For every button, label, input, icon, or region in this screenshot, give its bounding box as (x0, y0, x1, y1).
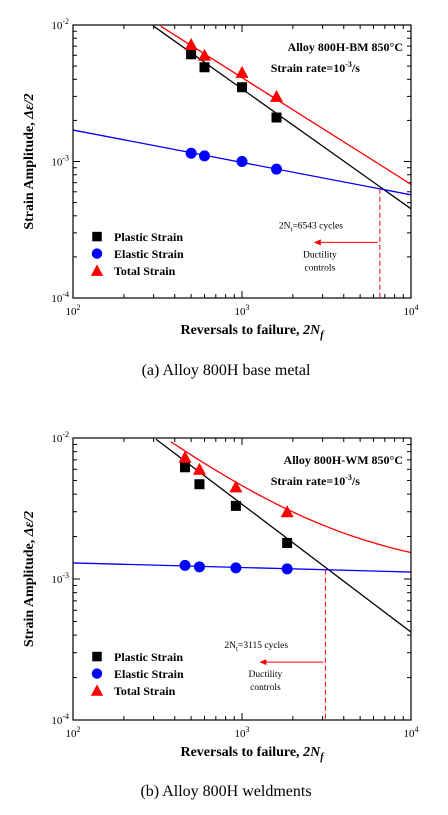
point-plastic-strain (282, 538, 293, 549)
caption: (b) Alloy 800H weldments (140, 783, 311, 800)
legend-marker-elastic-strain (91, 668, 103, 679)
ductility-label: Ductility (303, 250, 337, 260)
legend-label: Elastic Strain (114, 667, 184, 681)
fit-line-elastic-strain (73, 562, 411, 573)
point-plastic-strain (230, 500, 241, 511)
x-tick-label: 102 (66, 725, 81, 740)
y-tick-label: 10-4 (51, 712, 69, 727)
x-tick-label: 104 (404, 725, 419, 740)
legend-marker-total-strain (90, 684, 104, 696)
fit-line-plastic-strain (155, 438, 411, 633)
point-plastic-strain (237, 82, 247, 93)
point-total-strain (178, 450, 192, 463)
cycles-label: 2Nt=6543 cycles (279, 221, 343, 233)
ductility-arrow-head (313, 239, 321, 246)
ductility-label: controls (250, 683, 281, 693)
annotation-strain-rate: Strain rate=10-3/s (271, 473, 361, 488)
axis-ticks (72, 438, 411, 721)
point-elastic-strain (199, 150, 211, 162)
legend-marker-total-strain (90, 264, 104, 276)
point-total-strain (269, 89, 283, 102)
cycles-label: 2Nt=3115 cycles (224, 641, 288, 653)
point-elastic-strain (230, 562, 242, 574)
legend: Plastic Strain Elastic Strain Total Strain (90, 650, 184, 698)
x-tick-label: 103 (235, 303, 250, 318)
legend: Plastic Strain Elastic Strain Total Strain (90, 230, 184, 278)
x-axis-label: Reversals to failure, 2Nf (180, 745, 325, 763)
point-plastic-strain (180, 462, 191, 473)
x-axis-label: Reversals to failure, 2Nf (180, 323, 325, 341)
legend-marker-plastic-strain (92, 231, 102, 242)
ductility-label: Ductility (249, 670, 283, 680)
point-total-strain (184, 37, 198, 50)
y-axis-label: Strain Amplitude, Δε/2 (22, 511, 37, 647)
point-total-strain (280, 505, 294, 518)
fit-line-plastic-strain (153, 25, 411, 210)
legend-label: Plastic Strain (114, 230, 183, 244)
legend-label: Total Strain (114, 264, 176, 278)
y-tick-label: 10-2 (51, 430, 69, 445)
annotation-title: Alloy 800H-WM 850°C (284, 453, 403, 467)
point-plastic-strain (271, 112, 282, 123)
y-tick-label: 10-3 (51, 571, 69, 586)
chart-weldments: 102 103 104 10-4 10-3 10-2 Reversals to failur… (22, 430, 419, 800)
point-elastic-strain (185, 147, 197, 159)
y-tick-label: 10-4 (51, 290, 69, 305)
point-total-strain (198, 48, 212, 61)
legend-marker-elastic-strain (91, 248, 103, 259)
fit-line-total-strain (170, 441, 411, 554)
data-points (178, 450, 294, 575)
annotation-strain-rate: Strain rate=10-3/s (271, 60, 361, 75)
point-total-strain (192, 462, 206, 475)
annotation-title: Alloy 800H-BM 850°C (288, 40, 403, 54)
legend-label: Elastic Strain (114, 247, 184, 261)
y-tick-label: 10-2 (51, 17, 69, 32)
caption: (a) Alloy 800H base metal (142, 362, 311, 379)
point-elastic-strain (193, 561, 205, 573)
point-total-strain (229, 480, 243, 493)
legend-label: Plastic Strain (114, 650, 183, 664)
legend-marker-plastic-strain (92, 651, 102, 662)
y-axis-label: Strain Amplitude, Δε/2 (22, 93, 37, 229)
point-elastic-strain (236, 156, 248, 167)
point-elastic-strain (281, 563, 293, 575)
plot-frame (72, 437, 412, 721)
point-elastic-strain (270, 163, 282, 175)
x-tick-label: 103 (235, 725, 250, 740)
x-tick-label: 102 (66, 303, 81, 318)
fit-line-total-strain (160, 25, 411, 185)
point-total-strain (235, 65, 249, 78)
fit-lines (73, 438, 411, 633)
x-tick-label: 104 (404, 303, 419, 318)
point-plastic-strain (186, 49, 197, 60)
point-elastic-strain (179, 559, 191, 571)
chart-base-metal: 102 103 104 10-4 10-3 10-2 Reversals to failur… (22, 17, 419, 379)
data-points (184, 37, 283, 175)
ductility-label: controls (305, 263, 336, 273)
ductility-arrow-head (259, 659, 267, 666)
point-plastic-strain (199, 62, 210, 73)
point-plastic-strain (194, 479, 205, 490)
plot-frame (72, 24, 412, 299)
y-tick-label: 10-3 (51, 154, 69, 169)
legend-label: Total Strain (114, 684, 176, 698)
